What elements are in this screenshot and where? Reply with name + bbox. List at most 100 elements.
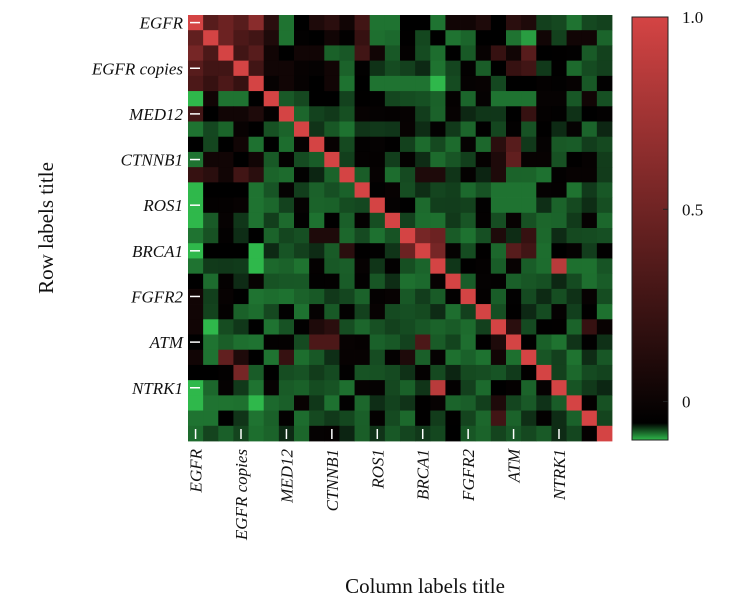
heatmap-cell bbox=[233, 30, 249, 46]
heatmap-cell bbox=[581, 304, 598, 320]
heatmap-cell bbox=[263, 45, 280, 62]
heatmap-cell bbox=[445, 288, 461, 305]
heatmap-cell bbox=[309, 60, 325, 77]
heatmap-cell bbox=[324, 304, 340, 320]
heatmap-cell bbox=[596, 410, 613, 427]
heatmap-cell bbox=[536, 30, 552, 46]
heatmap-cell bbox=[324, 60, 340, 77]
heatmap-cell bbox=[278, 75, 295, 92]
heatmap-cell bbox=[324, 334, 340, 351]
heatmap-cell bbox=[490, 167, 507, 183]
heatmap-cell bbox=[233, 91, 249, 107]
heatmap-cell bbox=[581, 349, 598, 366]
heatmap-cell bbox=[490, 304, 507, 320]
heatmap-cell bbox=[596, 425, 613, 442]
heatmap-cell bbox=[536, 136, 552, 153]
heatmap-cell bbox=[203, 136, 219, 153]
heatmap-cell bbox=[536, 334, 552, 351]
heatmap-cell bbox=[400, 334, 416, 351]
heatmap-cell bbox=[460, 212, 477, 229]
heatmap-cell bbox=[384, 45, 401, 62]
heatmap-cell bbox=[263, 364, 280, 381]
heatmap-cell bbox=[339, 288, 355, 305]
heatmap-cell bbox=[445, 243, 461, 259]
heatmap-cell bbox=[430, 319, 446, 335]
heatmap-cell bbox=[354, 75, 371, 92]
heatmap-cell bbox=[384, 410, 401, 427]
heatmap-cell bbox=[294, 243, 310, 259]
heatmap-cell bbox=[324, 273, 340, 290]
heatmap-cell bbox=[218, 380, 234, 396]
heatmap-cell bbox=[551, 334, 567, 351]
heatmap-cell bbox=[400, 258, 416, 275]
heatmap-cell bbox=[384, 60, 401, 77]
heatmap-cell bbox=[218, 334, 234, 351]
heatmap-cell bbox=[384, 334, 401, 351]
heatmap-cell bbox=[233, 395, 249, 411]
heatmap-cell bbox=[203, 258, 219, 275]
heatmap-cell bbox=[400, 380, 416, 396]
heatmap-cell bbox=[233, 410, 249, 427]
heatmap-cell bbox=[506, 304, 522, 320]
heatmap-cell bbox=[218, 182, 234, 198]
heatmap-cell bbox=[324, 364, 340, 381]
heatmap-cell bbox=[490, 182, 507, 198]
heatmap-cell bbox=[475, 106, 492, 122]
heatmap-cell bbox=[566, 212, 583, 229]
heatmap-cell bbox=[263, 334, 280, 351]
heatmap-cell bbox=[294, 380, 310, 396]
heatmap-cell bbox=[354, 273, 371, 290]
heatmap-cell bbox=[490, 45, 507, 62]
heatmap-cell bbox=[248, 15, 265, 31]
heatmap-cell bbox=[203, 243, 219, 259]
heatmap-cell bbox=[218, 319, 234, 335]
heatmap-cell bbox=[521, 228, 537, 244]
heatmap-cell bbox=[581, 395, 598, 411]
heatmap-cell bbox=[445, 167, 461, 183]
heatmap-cell bbox=[551, 319, 567, 335]
heatmap-cell bbox=[309, 410, 325, 427]
heatmap-cell bbox=[415, 182, 431, 198]
heatmap-cell bbox=[324, 380, 340, 396]
heatmap-cell bbox=[536, 410, 552, 427]
heatmap-cell bbox=[339, 15, 355, 31]
heatmap-cell bbox=[248, 212, 265, 229]
row-tick-label: EGFR copies bbox=[91, 59, 183, 78]
heatmap-cell bbox=[506, 45, 522, 62]
heatmap-cell bbox=[415, 197, 431, 214]
heatmap-cell bbox=[445, 364, 461, 381]
heatmap-cell bbox=[324, 243, 340, 259]
heatmap-cell bbox=[581, 15, 598, 31]
heatmap-cell bbox=[460, 30, 477, 46]
heatmap-cell bbox=[475, 304, 492, 320]
heatmap-cell bbox=[566, 136, 583, 153]
heatmap-cell bbox=[506, 364, 522, 381]
heatmap-cell bbox=[263, 197, 280, 214]
heatmap-cell bbox=[551, 167, 567, 183]
heatmap-cell bbox=[309, 380, 325, 396]
row-tick-label: ATM bbox=[149, 333, 184, 352]
heatmap-cell bbox=[490, 151, 507, 168]
heatmap-cell bbox=[460, 60, 477, 77]
heatmap-cell bbox=[263, 75, 280, 92]
heatmap-cell bbox=[490, 106, 507, 122]
heatmap-cell bbox=[536, 319, 552, 335]
heatmap-cell bbox=[354, 304, 371, 320]
heatmap-cell bbox=[278, 319, 295, 335]
heatmap-cell bbox=[536, 212, 552, 229]
heatmap-cell bbox=[384, 151, 401, 168]
heatmap-cell bbox=[521, 75, 537, 92]
heatmap-cell bbox=[218, 151, 234, 168]
heatmap-cell bbox=[263, 167, 280, 183]
heatmap-cell bbox=[415, 410, 431, 427]
heatmap-cell bbox=[581, 273, 598, 290]
heatmap-cell bbox=[430, 288, 446, 305]
heatmap-cell bbox=[475, 30, 492, 46]
heatmap-cell bbox=[596, 182, 613, 198]
heatmap-cell bbox=[278, 151, 295, 168]
heatmap-cell bbox=[460, 182, 477, 198]
heatmap-cell bbox=[339, 75, 355, 92]
heatmap-cell bbox=[506, 60, 522, 77]
heatmap-cell bbox=[248, 410, 265, 427]
heatmap-cell bbox=[400, 75, 416, 92]
